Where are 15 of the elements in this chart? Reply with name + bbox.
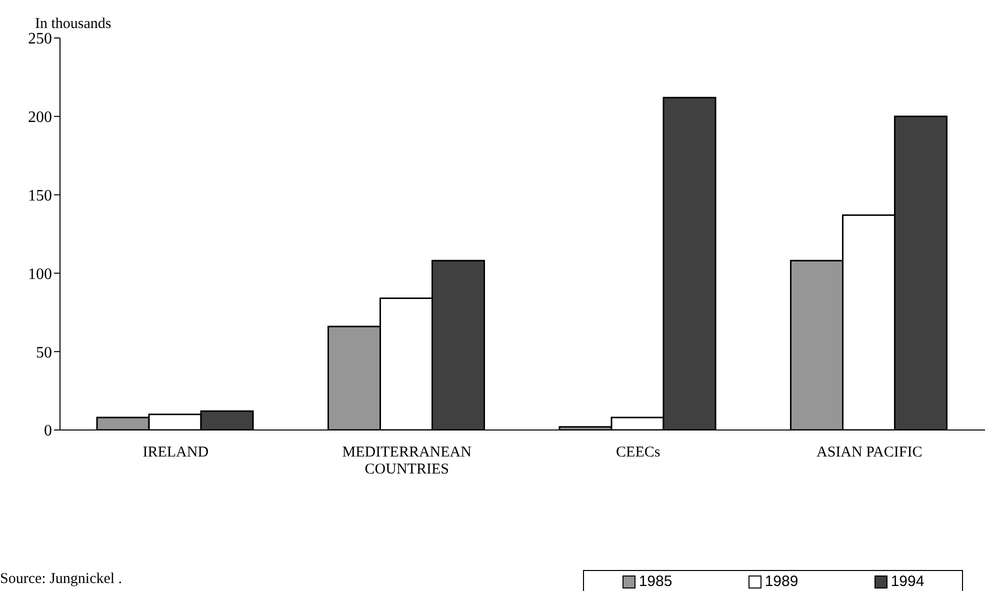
- legend-label: 1989: [764, 573, 798, 590]
- y-axis-title: In thousands: [35, 16, 112, 32]
- y-tick-label: 150: [28, 187, 52, 204]
- y-tick-label: 200: [28, 109, 52, 126]
- legend-label: 1994: [890, 573, 924, 590]
- source-note: Source: Jungnickel .: [0, 571, 122, 588]
- x-tick-label: CEECs: [616, 444, 660, 461]
- x-tick-label: MEDITERRANEAN COUNTRIES: [342, 444, 472, 478]
- y-tick-label: 50: [36, 344, 52, 362]
- legend-label: 1985: [638, 573, 672, 590]
- x-tick-label: IRELAND: [142, 444, 209, 461]
- y-tick-label: 0: [44, 422, 52, 440]
- x-tick-label: ASIAN PACIFIC: [816, 444, 922, 461]
- y-tick-label: 250: [28, 30, 52, 48]
- y-tick-label: 100: [28, 266, 52, 283]
